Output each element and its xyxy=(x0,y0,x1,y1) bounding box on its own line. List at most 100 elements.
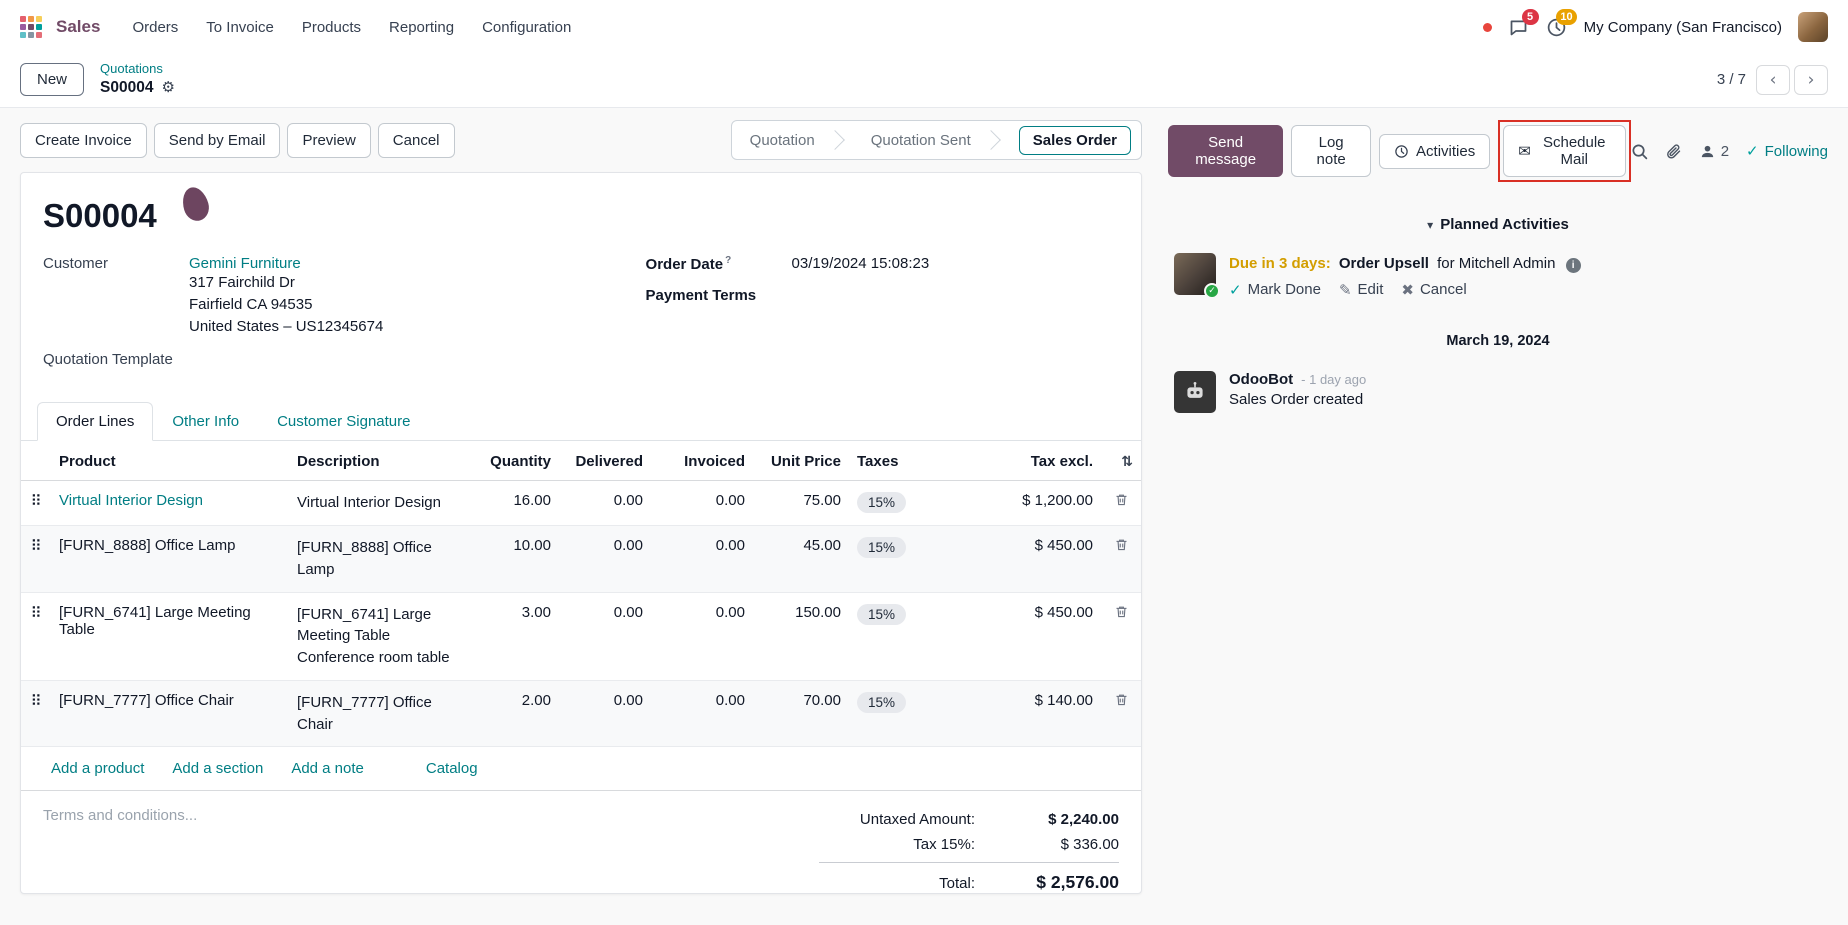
order-line-row[interactable]: ⠿ [FURN_6741] Large Meeting Table [FURN_… xyxy=(21,592,1141,681)
drag-handle-icon[interactable]: ⠿ xyxy=(21,592,51,681)
menu-reporting[interactable]: Reporting xyxy=(389,18,455,36)
search-messages-button[interactable] xyxy=(1631,143,1648,160)
taxes-cell[interactable]: 15% xyxy=(849,680,937,748)
add-section-link[interactable]: Add a section xyxy=(172,760,264,778)
cancel-button[interactable]: Cancel xyxy=(377,122,455,158)
column-options-icon[interactable]: ⇅ xyxy=(1121,453,1133,470)
menu-to-invoice[interactable]: To Invoice xyxy=(206,18,274,36)
main-menu: Orders To Invoice Products Reporting Con… xyxy=(132,19,571,36)
tab-other-info[interactable]: Other Info xyxy=(172,413,240,431)
product-cell[interactable]: [FURN_8888] Office Lamp xyxy=(51,525,289,593)
catalog-link[interactable]: Catalog xyxy=(425,760,478,778)
drag-handle-icon[interactable]: ⠿ xyxy=(21,680,51,748)
settings-gear-icon[interactable]: ⚙ xyxy=(161,78,175,97)
preview-button[interactable]: Preview xyxy=(287,122,371,158)
invoiced-cell[interactable]: 0.00 xyxy=(651,592,753,681)
delivered-cell[interactable]: 0.00 xyxy=(559,525,651,593)
user-avatar[interactable] xyxy=(1798,12,1828,42)
quantity-cell[interactable]: 10.00 xyxy=(467,525,559,593)
taxes-cell[interactable]: 15% xyxy=(849,592,937,681)
add-note-link[interactable]: Add a note xyxy=(291,760,364,778)
order-line-row[interactable]: ⠿ [FURN_7777] Office Chair [FURN_7777] O… xyxy=(21,680,1141,748)
payment-terms-field[interactable]: Payment Terms xyxy=(646,287,1119,304)
description-cell[interactable]: [FURN_8888] Office Lamp xyxy=(289,525,467,593)
help-icon[interactable]: ? xyxy=(725,255,732,267)
quantity-cell[interactable]: 3.00 xyxy=(467,592,559,681)
unit-price-cell[interactable]: 70.00 xyxy=(753,680,849,748)
delete-line-button[interactable] xyxy=(1101,680,1141,748)
message-body: Sales Order created xyxy=(1229,390,1364,408)
delete-line-button[interactable] xyxy=(1101,480,1141,527)
order-date-value[interactable]: 03/19/2024 15:08:23 xyxy=(791,255,930,273)
drag-handle-icon[interactable]: ⠿ xyxy=(21,480,51,527)
order-line-row[interactable]: ⠿ Virtual Interior Design Virtual Interi… xyxy=(21,480,1141,527)
company-switcher[interactable]: My Company (San Francisco) xyxy=(1583,18,1782,36)
followers-button[interactable]: 2 xyxy=(1699,143,1729,160)
menu-orders[interactable]: Orders xyxy=(132,18,179,36)
description-cell[interactable]: [FURN_6741] Large Meeting Table Conferen… xyxy=(289,592,467,681)
stage-quotation-sent[interactable]: Quotation Sent xyxy=(870,131,971,149)
activities-button[interactable]: Activities xyxy=(1379,133,1491,169)
stage-sales-order[interactable]: Sales Order xyxy=(1009,121,1141,159)
column-header-delivered: Delivered xyxy=(559,441,651,482)
description-cell[interactable]: Virtual Interior Design xyxy=(289,480,467,527)
log-note-button[interactable]: Log note xyxy=(1291,125,1372,178)
menu-configuration[interactable]: Configuration xyxy=(482,18,572,36)
description-cell[interactable]: [FURN_7777] Office Chair xyxy=(289,680,467,748)
taxes-cell[interactable]: 15% xyxy=(849,480,937,527)
pager-previous-button[interactable]: ‹ xyxy=(1756,64,1790,95)
drag-handle-icon[interactable]: ⠿ xyxy=(21,525,51,593)
activities-systray-icon[interactable]: 10 xyxy=(1546,9,1577,38)
order-line-row[interactable]: ⠿ [FURN_8888] Office Lamp [FURN_8888] Of… xyxy=(21,525,1141,593)
add-product-link[interactable]: Add a product xyxy=(51,760,145,778)
taxes-cell[interactable]: 15% xyxy=(849,525,937,593)
tab-customer-signature[interactable]: Customer Signature xyxy=(277,413,411,431)
order-totals: Untaxed Amount: $ 2,240.00 Tax 15%: $ 33… xyxy=(819,807,1119,893)
caret-down-icon[interactable]: ▾ xyxy=(1427,217,1434,232)
info-icon[interactable]: i xyxy=(1565,258,1581,274)
trash-icon xyxy=(1116,494,1126,506)
product-cell[interactable]: [FURN_7777] Office Chair xyxy=(51,680,289,748)
delete-line-button[interactable] xyxy=(1101,525,1141,593)
quantity-cell[interactable]: 16.00 xyxy=(467,480,559,527)
quotation-template-field[interactable]: Quotation Template xyxy=(43,351,646,368)
stage-quotation[interactable]: Quotation xyxy=(749,131,815,149)
quantity-cell[interactable]: 2.00 xyxy=(467,680,559,748)
delivered-cell[interactable]: 0.00 xyxy=(559,592,651,681)
terms-placeholder[interactable]: Terms and conditions... xyxy=(43,807,198,825)
tab-order-lines[interactable]: Order Lines xyxy=(37,402,154,442)
unit-price-cell[interactable]: 150.00 xyxy=(753,592,849,681)
unit-price-cell[interactable]: 45.00 xyxy=(753,525,849,593)
following-toggle[interactable]: ✓ Following xyxy=(1746,142,1828,161)
mark-done-button[interactable]: ✓ Mark Done xyxy=(1229,280,1321,299)
product-cell[interactable]: [FURN_6741] Large Meeting Table xyxy=(51,592,289,681)
robot-icon xyxy=(1187,381,1203,398)
breadcrumb-quotations[interactable]: Quotations xyxy=(100,61,163,76)
delivered-cell[interactable]: 0.00 xyxy=(559,480,651,527)
delete-line-button[interactable] xyxy=(1101,592,1141,681)
attachments-button[interactable] xyxy=(1665,143,1682,160)
edit-activity-button[interactable]: ✎ Edit xyxy=(1338,280,1384,299)
messages-icon[interactable]: 5 xyxy=(1508,9,1539,38)
create-invoice-button[interactable]: Create Invoice xyxy=(20,122,147,158)
schedule-mail-button[interactable]: ✉ Schedule Mail xyxy=(1503,125,1626,178)
invoiced-cell[interactable]: 0.00 xyxy=(651,680,753,748)
pager-next-button[interactable]: › xyxy=(1794,64,1828,95)
cancel-activity-button[interactable]: ✖ Cancel xyxy=(1401,280,1467,299)
menu-products[interactable]: Products xyxy=(301,18,362,36)
notification-dot xyxy=(1482,22,1492,32)
app-name[interactable]: Sales xyxy=(56,17,101,36)
message-author[interactable]: OdooBot xyxy=(1229,370,1294,388)
send-message-button[interactable]: Send message xyxy=(1168,125,1284,178)
total-row: Total: $ 2,576.00 xyxy=(819,862,1119,893)
invoiced-cell[interactable]: 0.00 xyxy=(651,525,753,593)
new-button[interactable]: New xyxy=(20,63,85,97)
nav-left: Sales Orders To Invoice Products Reporti… xyxy=(20,16,571,38)
customer-link[interactable]: Gemini Furniture xyxy=(189,255,301,273)
invoiced-cell[interactable]: 0.00 xyxy=(651,480,753,527)
delivered-cell[interactable]: 0.00 xyxy=(559,680,651,748)
unit-price-cell[interactable]: 75.00 xyxy=(753,480,849,527)
apps-menu-icon[interactable] xyxy=(20,16,42,38)
product-cell[interactable]: Virtual Interior Design xyxy=(59,492,203,510)
send-by-email-button[interactable]: Send by Email xyxy=(153,122,281,158)
